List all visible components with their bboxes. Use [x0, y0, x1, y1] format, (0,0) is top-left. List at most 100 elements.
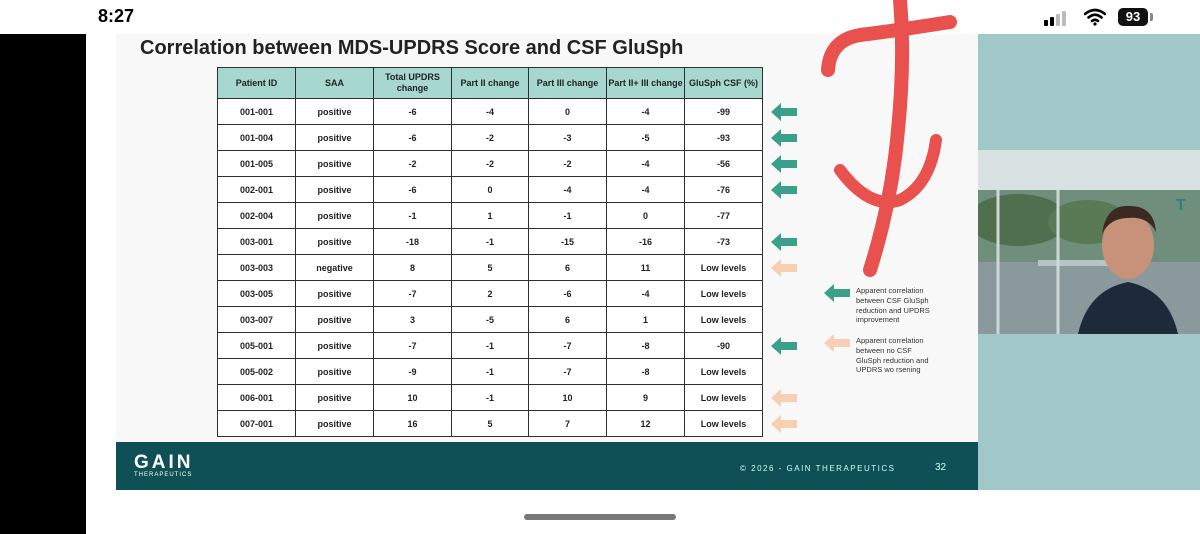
wifi-icon: [1084, 8, 1106, 26]
table-cell: -4: [606, 176, 685, 203]
table-cell: -9: [373, 358, 452, 385]
peach-arrow-icon: [771, 415, 797, 433]
table-cell: 7: [528, 410, 607, 437]
table-cell: 001-001: [217, 98, 296, 125]
table-cell: -8: [606, 332, 685, 359]
table-cell: -1: [451, 228, 529, 255]
table-cell: -1: [528, 202, 607, 229]
table-cell: 001-004: [217, 124, 296, 151]
gain-logo: GAIN THERAPEUTICS: [134, 452, 194, 478]
table-cell: positive: [295, 332, 374, 359]
peach-arrow-icon: [771, 389, 797, 407]
column-header: Part II change: [451, 67, 529, 99]
table-cell: 12: [606, 410, 685, 437]
table-cell: 1: [606, 306, 685, 333]
table-cell: positive: [295, 280, 374, 307]
table-cell: negative: [295, 254, 374, 281]
table-row: 005-002 positive -9 -1 -7 -8 Low levels: [217, 358, 763, 385]
table-row: 001-001 positive -6 -4 0 -4 -99: [217, 98, 763, 125]
status-bar: 8:27 93: [0, 0, 1200, 34]
table-cell: -7: [528, 358, 607, 385]
teal-arrow-icon: [824, 284, 850, 302]
table-cell: -90: [684, 332, 763, 359]
table-cell: positive: [295, 150, 374, 177]
table-cell: 1: [451, 202, 529, 229]
table-cell: 10: [373, 384, 452, 411]
table-cell: positive: [295, 124, 374, 151]
table-cell: -6: [373, 98, 452, 125]
table-cell: 0: [606, 202, 685, 229]
table-cell: 6: [528, 306, 607, 333]
table-row: 001-005 positive -2 -2 -2 -4 -56: [217, 150, 763, 177]
table-cell: -1: [451, 384, 529, 411]
table-cell: positive: [295, 98, 374, 125]
table-row: 003-003 negative 8 5 6 11 Low levels: [217, 254, 763, 281]
table-cell: 11: [606, 254, 685, 281]
copyright-text: © 2026 - GAIN THERAPEUTICS: [740, 464, 896, 473]
column-header: Total UPDRS change: [373, 67, 452, 99]
table-cell: 5: [451, 254, 529, 281]
table-cell: Low levels: [684, 384, 763, 411]
table-cell: 2: [451, 280, 529, 307]
table-cell: 9: [606, 384, 685, 411]
table-cell: Low levels: [684, 280, 763, 307]
table-row: 003-005 positive -7 2 -6 -4 Low levels: [217, 280, 763, 307]
table-cell: -2: [451, 150, 529, 177]
teal-arrow-icon: [771, 129, 797, 147]
table-cell: -2: [528, 150, 607, 177]
table-cell: -7: [373, 280, 452, 307]
table-cell: 005-002: [217, 358, 296, 385]
table-cell: -1: [451, 332, 529, 359]
table-cell: 003-001: [217, 228, 296, 255]
table-cell: 5: [451, 410, 529, 437]
table-cell: -56: [684, 150, 763, 177]
home-indicator[interactable]: [524, 514, 676, 520]
teal-arrow-icon: [771, 181, 797, 199]
table-row: 003-001 positive -18 -1 -15 -16 -73: [217, 228, 763, 255]
table-cell: -3: [528, 124, 607, 151]
table-cell: -6: [528, 280, 607, 307]
table-cell: -1: [451, 358, 529, 385]
table-row: 001-004 positive -6 -2 -3 -5 -93: [217, 124, 763, 151]
table-cell: -18: [373, 228, 452, 255]
svg-text:T: T: [1176, 197, 1186, 214]
table-cell: -93: [684, 124, 763, 151]
peach-arrow-icon: [771, 259, 797, 277]
column-header: Part III change: [528, 67, 607, 99]
column-header: GluSph CSF (%): [684, 67, 763, 99]
legend-text-teal: Apparent correlation between CSF GluSph …: [856, 286, 930, 325]
table-row: 002-001 positive -6 0 -4 -4 -76: [217, 176, 763, 203]
column-header: Patient ID: [217, 67, 296, 99]
table-row: 003-007 positive 3 -5 6 1 Low levels: [217, 306, 763, 333]
table-cell: positive: [295, 228, 374, 255]
table-cell: -73: [684, 228, 763, 255]
table-cell: -4: [606, 98, 685, 125]
table-cell: -7: [373, 332, 452, 359]
logo-text: GAIN: [134, 452, 194, 473]
table-cell: -6: [373, 124, 452, 151]
teal-arrow-icon: [771, 337, 797, 355]
table-header-row: Patient ID SAA Total UPDRS change Part II c…: [217, 67, 763, 99]
table-cell: positive: [295, 358, 374, 385]
table-cell: 8: [373, 254, 452, 281]
column-header: Part II+ III change: [606, 67, 685, 99]
table-cell: -4: [606, 150, 685, 177]
table-cell: 16: [373, 410, 452, 437]
legend-text-peach: Apparent correlation between no CSF GluS…: [856, 336, 929, 375]
table-cell: -16: [606, 228, 685, 255]
table-cell: 0: [451, 176, 529, 203]
table-cell: -4: [606, 280, 685, 307]
peach-arrow-icon: [824, 334, 850, 352]
table-cell: positive: [295, 306, 374, 333]
table-cell: -7: [528, 332, 607, 359]
table-cell: Low levels: [684, 358, 763, 385]
table-cell: Low levels: [684, 306, 763, 333]
table-cell: positive: [295, 176, 374, 203]
table-cell: -4: [528, 176, 607, 203]
table-row: 006-001 positive 10 -1 10 9 Low levels: [217, 384, 763, 411]
table-cell: 001-005: [217, 150, 296, 177]
teal-arrow-icon: [771, 155, 797, 173]
table-cell: -77: [684, 202, 763, 229]
table-cell: 10: [528, 384, 607, 411]
table-cell: 003-007: [217, 306, 296, 333]
